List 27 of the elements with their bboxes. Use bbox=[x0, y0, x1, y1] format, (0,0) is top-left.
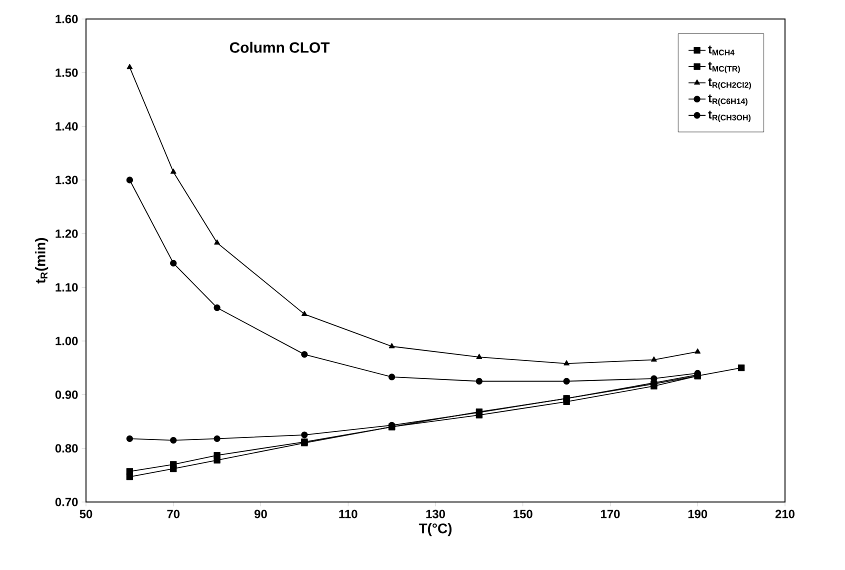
legend-label: t$_{R(CH2Cl2)}$ bbox=[708, 78, 751, 90]
legend-label: t$_{MC(TR)}$ bbox=[708, 62, 740, 74]
y-axis-title: t$_{R}$(min) bbox=[35, 238, 48, 284]
legend-label: t$_{R(C6H14)}$ bbox=[708, 94, 748, 106]
y-tick-label: 0.80 bbox=[55, 444, 78, 453]
y-tick-label: 1.20 bbox=[56, 229, 78, 238]
y-tick-label: 1.10 bbox=[56, 283, 78, 292]
x-tick-label: 170 bbox=[601, 510, 620, 518]
y-tick-label: 1.00 bbox=[56, 336, 78, 346]
annotation: Column CLOT bbox=[230, 42, 330, 53]
y-tick-label: 0.70 bbox=[55, 498, 78, 506]
x-tick-label: 110 bbox=[339, 510, 358, 518]
x-tick-label: 90 bbox=[254, 510, 267, 518]
x-tick-label: 190 bbox=[688, 510, 708, 518]
x-tick-label: 210 bbox=[775, 510, 794, 518]
x-tick-label: 50 bbox=[80, 510, 92, 518]
y-tick-label: 1.40 bbox=[56, 122, 78, 131]
y-tick-label: 1.60 bbox=[56, 14, 78, 24]
x-tick-label: 130 bbox=[426, 510, 445, 518]
x-tick-label: 70 bbox=[167, 510, 180, 518]
legend-label: t$_{R(CH3OH)}$ bbox=[708, 110, 751, 122]
x-tick-label: 150 bbox=[514, 510, 532, 518]
x-axis-title: T(°C) bbox=[418, 523, 452, 536]
y-tick-label: 0.90 bbox=[55, 390, 78, 399]
y-tick-label: 1.30 bbox=[56, 176, 78, 184]
y-tick-label: 1.50 bbox=[56, 68, 78, 77]
legend-label: t$_{MCH4}$ bbox=[708, 46, 735, 56]
